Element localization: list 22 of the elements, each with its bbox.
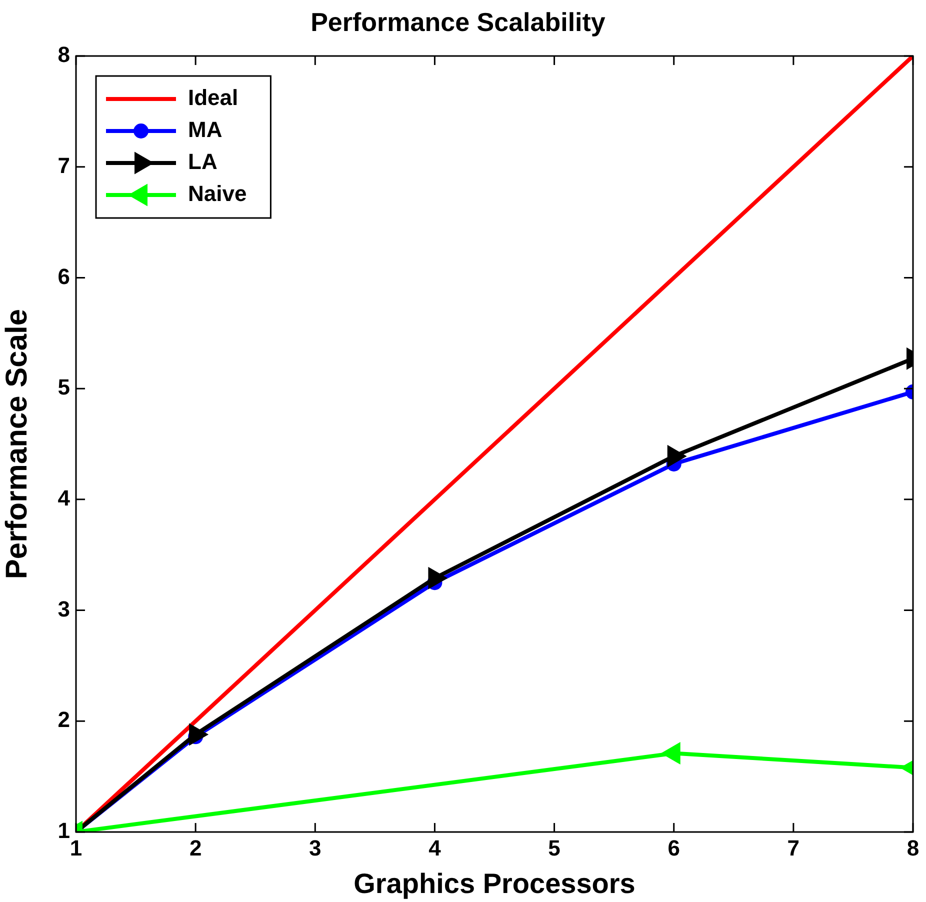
- y-tick-label: 7: [58, 152, 70, 178]
- y-axis-title: Performance Scale: [0, 308, 34, 580]
- x-tick-label: 2: [189, 835, 202, 860]
- legend-label: LA: [188, 149, 218, 174]
- y-tick-label: 2: [58, 707, 70, 732]
- x-tick-label: 3: [309, 835, 322, 860]
- x-tick-label: 5: [548, 835, 560, 860]
- legend-label: Naive: [188, 181, 247, 206]
- x-tick-label: 8: [906, 835, 920, 860]
- y-tick-label: 6: [58, 264, 70, 289]
- x-tick-label: 6: [668, 835, 680, 860]
- y-tick-label: 1: [58, 818, 70, 844]
- x-axis-title: Graphics Processors: [354, 868, 636, 899]
- y-tick-label: 5: [58, 374, 70, 400]
- legend-label: Ideal: [188, 85, 238, 110]
- y-tick-label: 4: [58, 485, 71, 510]
- x-tick-label: 7: [787, 835, 800, 860]
- x-tick-label: 4: [428, 835, 442, 860]
- chart-title: Performance Scalability: [310, 6, 606, 37]
- y-tick-label: 8: [58, 42, 70, 68]
- legend-label: MA: [188, 117, 222, 142]
- y-tick-label: 3: [58, 596, 70, 622]
